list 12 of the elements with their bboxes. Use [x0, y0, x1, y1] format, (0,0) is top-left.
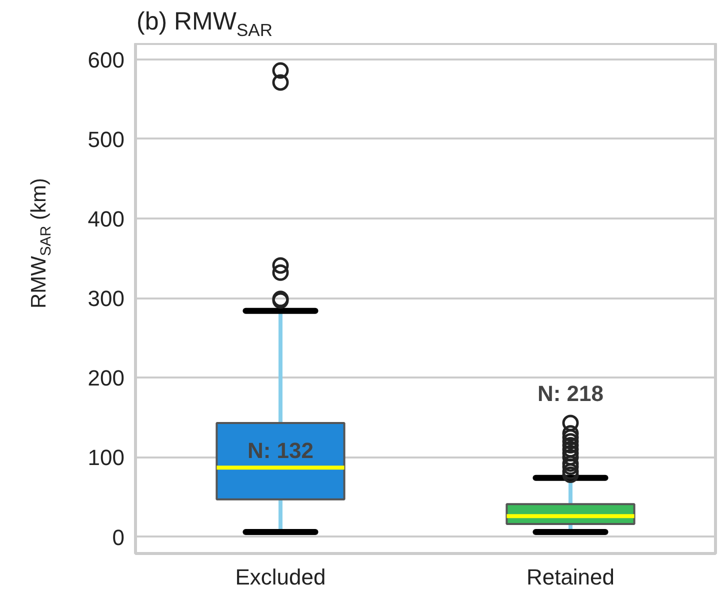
y-tick-label: 500: [88, 126, 125, 152]
annotation: N: 132: [247, 438, 314, 463]
y-tick-label: 0: [112, 524, 125, 550]
x-tick-label: Excluded: [235, 564, 326, 590]
y-tick-label: 200: [88, 366, 125, 391]
annotation: N: 218: [537, 381, 604, 406]
y-axis-title: RMWSAR (km): [28, 178, 54, 308]
y-tick-label: 300: [88, 286, 125, 312]
x-tick-label: Retained: [526, 564, 615, 590]
y-tick-label: 600: [88, 47, 125, 72]
y-tick-label: 400: [88, 206, 125, 232]
y-tick-label: 100: [88, 445, 125, 470]
